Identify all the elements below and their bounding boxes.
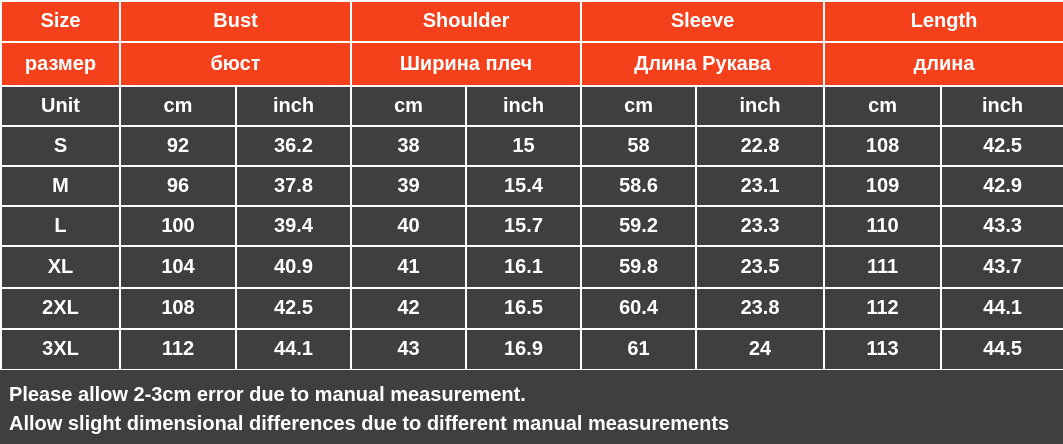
table-cell: Size: [0, 0, 121, 43]
table-row: L 100 39.4 40 15.7 59.2 23.3 110 43.3: [0, 205, 1063, 247]
table-cell: 96: [119, 165, 237, 207]
table-cell: inch: [234, 85, 353, 127]
table-cell: 41: [350, 245, 468, 289]
table-cell: 37.8: [234, 165, 353, 207]
table-cell: inch: [465, 85, 583, 127]
table-cell: 43: [350, 328, 468, 371]
table-row: Unit cm inch cm inch cm inch cm inch: [0, 85, 1063, 127]
table-cell: 39: [350, 165, 468, 207]
table-row: размер бюст Ширина плеч Длина Рукава длина: [0, 41, 1063, 87]
table-row: 2XL 108 42.5 42 16.5 60.4 23.8 112 44.1: [0, 287, 1063, 330]
table-cell: cm: [823, 85, 943, 127]
table-cell: Bust: [118, 0, 353, 43]
table-cell: 22.8: [695, 125, 826, 167]
table-cell: 15.4: [465, 165, 583, 207]
table-cell: 15: [465, 125, 583, 167]
table-cell: 58.6: [580, 165, 698, 207]
table-cell: 40: [350, 205, 468, 247]
table-cell: 42.5: [940, 125, 1063, 167]
table-cell: Shoulder: [350, 0, 583, 43]
table-cell: 60.4: [580, 287, 698, 330]
table-cell: L: [0, 205, 121, 247]
table-cell: 104: [119, 245, 237, 289]
table-cell: 113: [823, 328, 943, 371]
table-cell: 108: [823, 125, 943, 167]
table-cell: 39.4: [234, 205, 353, 247]
table-row: 3XL 112 44.1 43 16.9 61 24 113 44.5: [0, 328, 1063, 371]
table-cell: длина: [823, 41, 1063, 87]
table-cell: 24: [695, 328, 826, 371]
table-cell: 59.2: [580, 205, 698, 247]
table-cell: 23.5: [695, 245, 826, 289]
table-cell: Length: [823, 0, 1063, 43]
table-cell: 16.9: [465, 328, 583, 371]
table-cell: 15.7: [465, 205, 583, 247]
table-row: Size Bust Shoulder Sleeve Length: [0, 0, 1063, 43]
table-cell: cm: [580, 85, 698, 127]
table-cell: 109: [823, 165, 943, 207]
table-cell: inch: [695, 85, 826, 127]
table-cell: размер: [0, 41, 121, 87]
table-cell: S: [0, 125, 121, 167]
table-cell: 16.1: [465, 245, 583, 289]
table-cell: cm: [350, 85, 468, 127]
table-cell: 23.8: [695, 287, 826, 330]
table-cell: 38: [350, 125, 468, 167]
table-cell: Длина Рукава: [580, 41, 826, 87]
table-cell: 42.9: [940, 165, 1063, 207]
table-cell: 23.3: [695, 205, 826, 247]
table-row: S 92 36.2 38 15 58 22.8 108 42.5: [0, 125, 1063, 167]
table-cell: 43.3: [940, 205, 1063, 247]
table-cell: XL: [0, 245, 121, 289]
table-cell: 92: [119, 125, 237, 167]
table-cell: 36.2: [234, 125, 353, 167]
table-row: M 96 37.8 39 15.4 58.6 23.1 109 42.9: [0, 165, 1063, 207]
table-cell: 108: [119, 287, 237, 330]
table-cell: 2XL: [0, 287, 121, 330]
table-cell: 100: [119, 205, 237, 247]
table-cell: M: [0, 165, 121, 207]
table-cell: 3XL: [0, 328, 121, 371]
size-table: Size Bust Shoulder Sleeve Length размер бюст Ши…: [0, 0, 1063, 371]
table-cell: cm: [119, 85, 237, 127]
table-cell: 43.7: [940, 245, 1063, 289]
table-cell: 61: [580, 328, 698, 371]
table-cell: inch: [940, 85, 1063, 127]
table-cell: 112: [119, 328, 237, 371]
table-cell: 112: [823, 287, 943, 330]
table-cell: Unit: [0, 85, 121, 127]
table-cell: Sleeve: [580, 0, 826, 43]
table-cell: 59.8: [580, 245, 698, 289]
table-cell: 16.5: [465, 287, 583, 330]
table-cell: 44.1: [940, 287, 1063, 330]
table-cell: 111: [823, 245, 943, 289]
table-cell: 23.1: [695, 165, 826, 207]
note-line: Please allow 2-3cm error due to manual m…: [9, 384, 526, 406]
table-cell: 58: [580, 125, 698, 167]
table-row: XL 104 40.9 41 16.1 59.8 23.5 111 43.7: [0, 245, 1063, 289]
table-cell: 42: [350, 287, 468, 330]
table-cell: 44.5: [940, 328, 1063, 371]
table-cell: 44.1: [234, 328, 353, 371]
note-line: Allow slight dimensional differences due…: [9, 413, 730, 435]
table-cell: Ширина плеч: [350, 41, 583, 87]
table-cell: 110: [823, 205, 943, 247]
footer-note: Please allow 2-3cm error due to manual m…: [0, 370, 1063, 444]
table-cell: 40.9: [234, 245, 353, 289]
table-cell: 42.5: [234, 287, 353, 330]
table-cell: бюст: [118, 41, 353, 87]
